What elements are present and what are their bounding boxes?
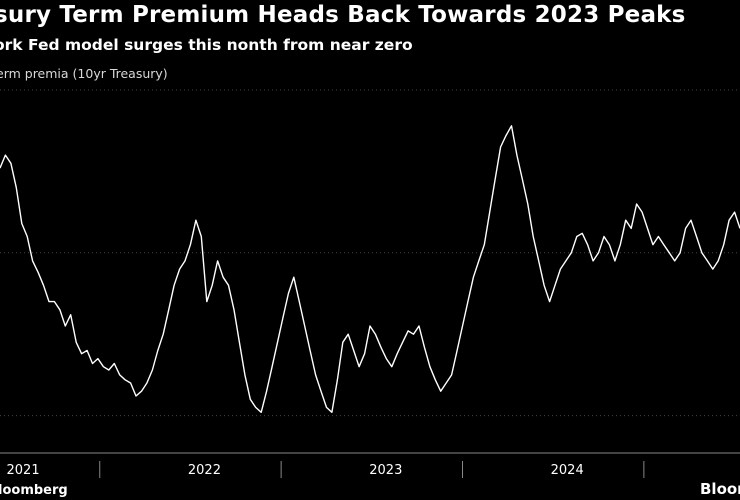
x-tick-label: 2024 <box>551 463 584 478</box>
chart-subtitle: ork Fed model surges this nonth from nea… <box>0 36 413 54</box>
source-label: loomberg <box>0 483 68 498</box>
x-tick-label: 2021 <box>7 463 40 478</box>
chart-title: sury Term Premium Heads Back Towards 202… <box>0 2 686 28</box>
series-line <box>0 125 740 413</box>
x-tick-label: 2022 <box>188 463 221 478</box>
series-label: erm premia (10yr Treasury) <box>0 66 168 81</box>
bloomberg-logo: Bloom <box>700 480 740 498</box>
x-tick-label: 2023 <box>369 463 402 478</box>
